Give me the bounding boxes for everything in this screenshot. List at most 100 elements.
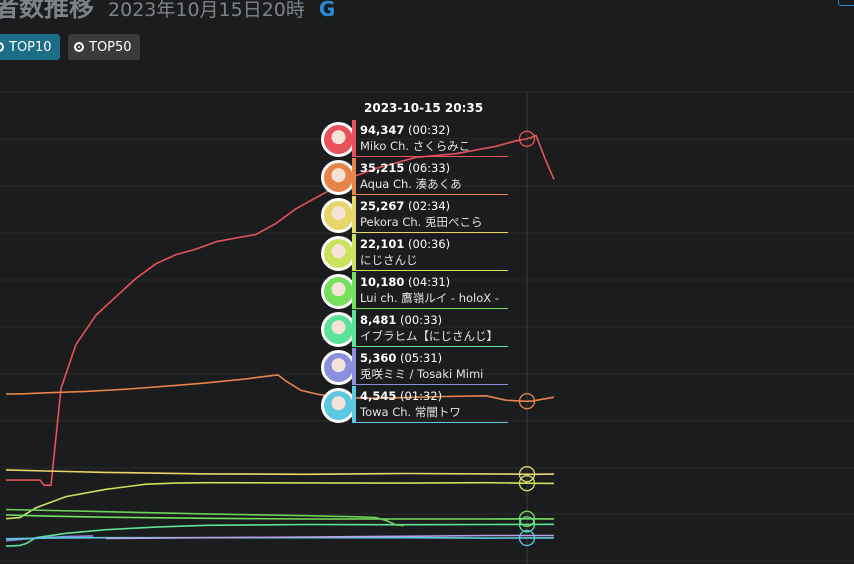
tooltip-text: 22,101 (00:36) にじさんじ [360,236,510,268]
tooltip-value: 94,347 [360,123,405,137]
series-color-swatch [352,158,356,195]
pekora-avatar-icon [321,198,356,233]
tooltip-row: 22,101 (00:36) にじさんじ [321,234,509,271]
corner-button[interactable] [838,0,854,6]
towa-avatar-icon [321,388,356,423]
tooltip-underline [356,346,508,347]
tooltip-row: 35,215 (06:33) Aqua Ch. 湊あくあ [321,158,509,195]
tooltip-text: 10,180 (04:31) Lui ch. 鷹嶺ルイ - holoX - [360,274,510,306]
top50-label: TOP50 [89,39,132,55]
tooltip-underline [356,308,508,309]
tooltip-row: 4,545 (01:32) Towa Ch. 常闇トワ [321,386,509,423]
tooltip-time: 2023-10-15 20:35 [364,101,484,115]
tooltip-channel-name: イブラヒム【にじさんじ】 [360,329,498,343]
hover-marker [518,466,536,483]
hover-marker [518,516,536,533]
top10-button[interactable]: TOP10 [0,34,60,60]
nijisanji-avatar-icon [321,236,356,271]
tooltip-underline [356,194,508,195]
avatar-face-icon [327,356,350,379]
series-color-swatch [352,386,356,423]
chart-grid [0,91,854,562]
lui-avatar-icon [321,274,356,309]
series-line-3[interactable] [5,481,555,520]
tooltip-channel-name: にじさんじ [360,253,418,267]
tooltip-duration: (00:36) [404,237,451,251]
tooltip-underline [356,232,508,233]
tooltip-channel-name: Pekora Ch. 兎田ぺこら [360,215,483,229]
top10-label: TOP10 [9,39,52,55]
tooltip-duration: (01:32) [396,389,443,403]
ibrahim-avatar-icon [321,312,356,347]
avatar-face-icon [327,166,350,189]
series-color-swatch [352,196,356,233]
tooltip-text: 35,215 (06:33) Aqua Ch. 湊あくあ [360,160,510,192]
avatar-face-icon [327,318,350,341]
tooltip-duration: (04:31) [404,275,451,289]
tooltip-duration: (02:34) [404,199,451,213]
tooltip-underline [356,384,508,385]
series-line-9[interactable] [105,534,554,540]
tooltip-value: 22,101 [360,237,405,251]
series-color-swatch [352,272,356,309]
avatar-face-icon [327,242,350,265]
tooltip-row: 10,180 (04:31) Lui ch. 鷹嶺ルイ - holoX - [321,272,509,309]
chart-series [5,134,555,547]
tooltip-duration: (00:33) [396,313,443,327]
top50-button[interactable]: TOP50 [68,34,140,60]
tooltip-text: 8,481 (00:33) イブラヒム【にじさんじ】 [360,312,510,344]
tooltip-value: 4,545 [360,389,397,403]
hover-marker [518,510,536,527]
tooltip-text: 4,545 (01:32) Towa Ch. 常闇トワ [360,388,510,420]
tooltip-text: 94,347 (00:32) Miko Ch. さくらみこ [360,122,510,154]
series-color-swatch [352,310,356,347]
tooltip-underline [356,270,508,271]
radio-selected-icon [0,42,4,52]
avatar-face-icon [327,280,350,303]
tooltip-row: 25,267 (02:34) Pekora Ch. 兎田ぺこら [321,196,509,233]
hover-marker [518,475,536,492]
series-color-swatch [352,348,356,385]
header: 者数推移 2023年10月15日20時 G [0,0,336,22]
tooltip-row: 94,347 (00:32) Miko Ch. さくらみこ [321,120,509,157]
tooltip-channel-name: Miko Ch. さくらみこ [360,139,471,153]
page-title: 者数推移 [0,0,95,22]
series-line-1[interactable] [6,374,555,403]
tooltip-text: 25,267 (02:34) Pekora Ch. 兎田ぺこら [360,198,510,230]
tooltip-underline [356,422,508,423]
hover-marker [518,529,536,547]
mimi-avatar-icon [321,350,356,385]
tooltip-row: 5,360 (05:31) 兎咲ミミ / Tosaki Mimi [321,348,509,385]
series-line-5[interactable] [5,523,555,547]
tooltip-underline [356,156,508,157]
series-line-0[interactable] [6,134,555,487]
aqua-avatar-icon [321,160,356,195]
refresh-icon[interactable]: G [318,0,336,21]
tooltip-value: 35,215 [360,161,405,175]
miko-avatar-icon [321,122,356,157]
tooltip-text: 5,360 (05:31) 兎咲ミミ / Tosaki Mimi [360,350,510,382]
radio-unselected-icon [74,42,84,52]
tooltip-value: 25,267 [360,199,405,213]
tooltip-channel-name: Lui ch. 鷹嶺ルイ - holoX - [360,291,499,305]
series-line-2[interactable] [5,469,555,476]
tooltip-row: 8,481 (00:33) イブラヒム【にじさんじ】 [321,310,509,347]
tooltip-duration: (06:33) [404,161,451,175]
tooltip-channel-name: 兎咲ミミ / Tosaki Mimi [360,367,484,381]
hover-marker [518,130,536,147]
hover-markers [518,130,536,547]
tooltip-value: 8,481 [360,313,397,327]
avatar-face-icon [327,204,350,227]
tooltip-duration: (05:31) [396,351,443,365]
tooltip-value: 10,180 [360,275,405,289]
avatar-face-icon [327,394,350,417]
series-line-4[interactable] [5,514,555,520]
tooltip-value: 5,360 [360,351,397,365]
series-line-8[interactable] [5,508,405,527]
tooltip-channel-name: Towa Ch. 常闇トワ [360,405,461,419]
tooltip-duration: (00:32) [404,123,451,137]
avatar-face-icon [327,128,350,151]
tooltip-channel-name: Aqua Ch. 湊あくあ [360,177,462,191]
series-color-swatch [352,120,356,157]
